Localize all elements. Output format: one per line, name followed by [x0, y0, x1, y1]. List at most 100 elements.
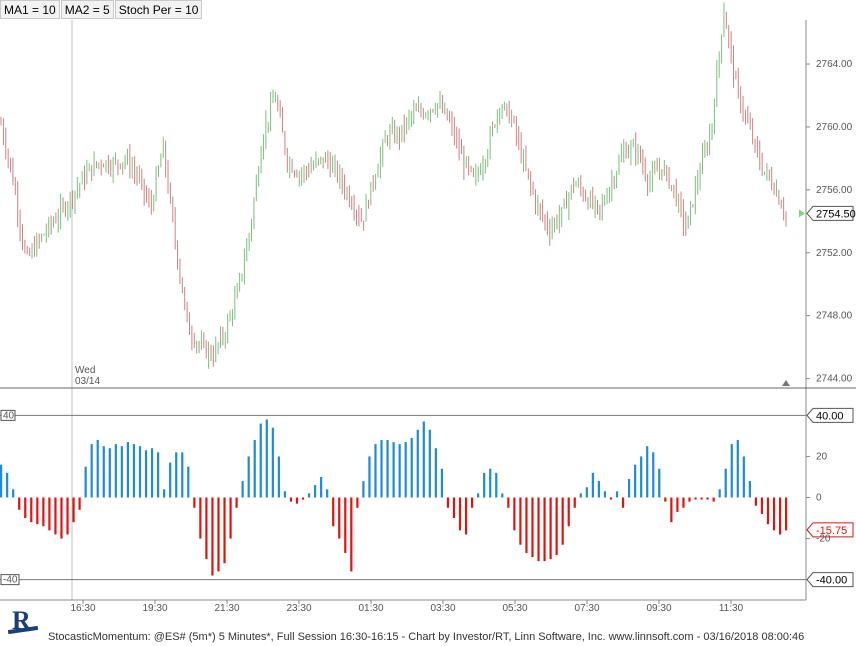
momentum-bar	[0, 464, 3, 498]
momentum-bar	[471, 497, 474, 508]
momentum-bar	[682, 497, 685, 508]
axes	[0, 20, 856, 604]
momentum-bar	[36, 497, 39, 525]
momentum-bar	[736, 440, 739, 498]
param-stoch-period[interactable]: Stoch Per = 10	[114, 0, 203, 19]
momentum-bar	[114, 444, 117, 498]
momentum-bar	[66, 497, 69, 535]
momentum-bar	[670, 497, 673, 523]
momentum-bar	[314, 485, 317, 498]
momentum-bars	[0, 419, 788, 576]
momentum-bar	[440, 468, 444, 498]
momentum-bar	[573, 497, 576, 508]
momentum-bar	[175, 452, 178, 498]
parameter-bar: MA1 = 10 MA2 = 5 Stoch Per = 10	[0, 0, 203, 20]
momentum-bar	[265, 419, 268, 498]
momentum-bar	[30, 497, 33, 523]
momentum-bar	[144, 450, 148, 498]
momentum-bar	[132, 444, 136, 498]
momentum-bar	[483, 472, 486, 498]
momentum-bar	[78, 497, 81, 510]
time-tick-label: 03:30	[430, 603, 455, 614]
momentum-bar	[446, 497, 450, 508]
momentum-bar	[555, 497, 558, 555]
param-ma2[interactable]: MA2 = 5	[60, 0, 114, 19]
momentum-bar	[320, 476, 323, 498]
lower-band-tag	[0, 574, 20, 586]
lower-band-value-text: -40.00	[816, 575, 847, 587]
momentum-bar	[374, 444, 377, 498]
momentum-bar	[428, 429, 431, 498]
momentum-bar	[634, 464, 637, 498]
axis-labels: 2744.00 2748.00 2752.00 2756.00 2760.00 2764.…	[3, 59, 856, 614]
momentum-bar	[477, 493, 480, 498]
scroll-marker-icon[interactable]	[782, 380, 790, 386]
momentum-bar	[519, 497, 522, 545]
price-tick-label: 2748.00	[816, 311, 853, 322]
param-ma1[interactable]: MA1 = 10	[0, 0, 60, 19]
time-tick-label: 16:30	[70, 603, 95, 614]
time-tick-label: 07:30	[574, 603, 599, 614]
momentum-bar	[187, 466, 190, 498]
momentum-bar	[223, 497, 226, 564]
momentum-bar	[458, 497, 462, 531]
momentum-bar	[706, 497, 709, 500]
momentum-bar	[561, 497, 564, 545]
momentum-bar	[90, 444, 93, 498]
momentum-bar	[525, 497, 528, 553]
momentum-tick-label: 0	[816, 493, 822, 504]
momentum-bar	[126, 442, 130, 498]
momentum-bar	[730, 444, 733, 498]
momentum-bar	[785, 497, 788, 531]
momentum-bar	[603, 491, 607, 498]
momentum-bar	[416, 429, 419, 498]
momentum-bar	[658, 468, 661, 498]
momentum-bar	[356, 497, 359, 508]
momentum-bar	[621, 497, 625, 508]
momentum-bar	[507, 497, 510, 508]
momentum-bar	[495, 472, 498, 498]
momentum-bar	[247, 456, 250, 498]
momentum-bar	[688, 497, 691, 502]
momentum-bar	[543, 497, 546, 562]
momentum-bar	[307, 493, 311, 498]
momentum-bar	[289, 497, 293, 502]
momentum-bar	[108, 448, 111, 498]
momentum-bar	[748, 481, 751, 498]
momentum-bar	[760, 497, 764, 514]
momentum-bar	[6, 472, 9, 498]
lower-band-tag-text: -40	[3, 575, 18, 586]
momentum-bar	[489, 468, 492, 498]
momentum-bar	[350, 497, 353, 572]
momentum-bar	[72, 497, 75, 523]
momentum-bar	[404, 442, 407, 498]
price-tick-label: 2764.00	[816, 59, 853, 70]
chart-footer: StocasticMomentum: @ES# (5m*) 5 Minutes*…	[48, 631, 805, 643]
momentum-bar	[344, 497, 347, 553]
momentum-bar	[537, 497, 540, 562]
momentum-last-value-text: -15.75	[816, 525, 847, 537]
momentum-bar	[579, 493, 582, 498]
momentum-bar	[181, 452, 184, 498]
last-price-marker	[799, 209, 805, 218]
momentum-bar	[326, 489, 329, 498]
momentum-bar	[60, 497, 63, 539]
momentum-bar	[199, 497, 202, 539]
momentum-bar	[138, 446, 142, 498]
momentum-bar	[694, 497, 697, 500]
time-tick-label: 01:30	[358, 603, 383, 614]
momentum-bar	[12, 489, 15, 498]
momentum-bar	[96, 440, 99, 498]
price-tick-label: 2756.00	[816, 185, 853, 196]
price-tick-label: 2752.00	[816, 248, 853, 259]
momentum-bar	[549, 497, 552, 560]
momentum-bar	[742, 456, 745, 498]
momentum-bar	[102, 446, 105, 498]
time-tick-label: 23:30	[286, 603, 311, 614]
momentum-tick-label: 20	[816, 451, 828, 462]
momentum-bar	[754, 497, 758, 506]
momentum-bar	[597, 481, 601, 498]
momentum-bar	[362, 481, 365, 498]
momentum-bar	[766, 497, 770, 525]
